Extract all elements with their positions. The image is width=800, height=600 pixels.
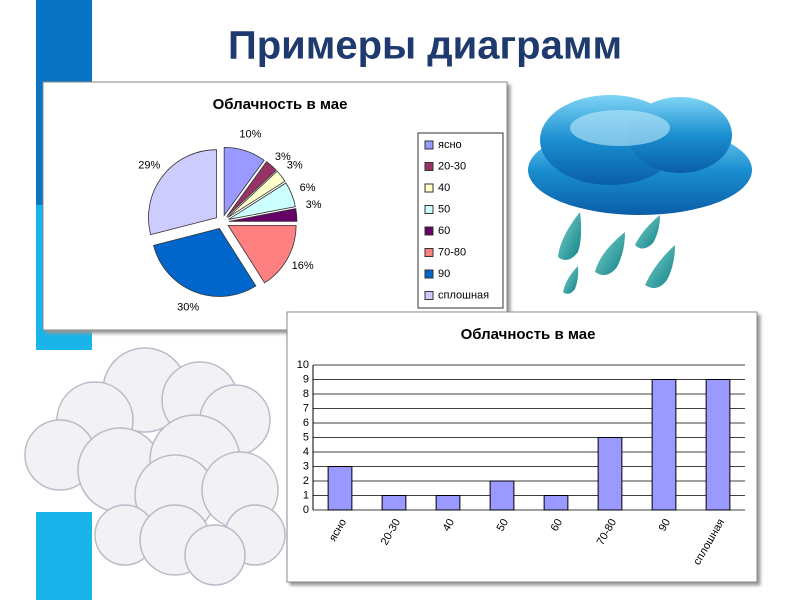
legend-swatch <box>424 248 434 257</box>
legend-swatch <box>424 291 434 300</box>
bar <box>705 379 731 511</box>
pie-slice <box>228 182 296 220</box>
x-tick-label: 50 <box>495 517 512 534</box>
legend-swatch <box>424 205 434 214</box>
bar <box>435 495 461 511</box>
legend-label: 60 <box>438 225 450 237</box>
data-label: 3% <box>275 151 291 163</box>
pie-slice <box>227 170 286 219</box>
data-label: 3% <box>306 199 322 211</box>
y-tick-label: 4 <box>303 446 309 458</box>
pie-slice <box>227 224 297 284</box>
pie-slice <box>228 208 298 222</box>
legend-label: 70-80 <box>438 246 466 258</box>
data-label: 16% <box>292 260 314 272</box>
legend-swatch <box>424 183 434 193</box>
bar <box>543 495 569 511</box>
bar <box>381 495 407 511</box>
pie-slice <box>223 146 265 217</box>
data-label: 30% <box>177 301 199 313</box>
white-cloud <box>24 347 286 586</box>
bar <box>327 466 353 511</box>
data-label: 6% <box>300 182 316 194</box>
y-tick-label: 6 <box>303 417 309 429</box>
pie-slice <box>148 149 217 236</box>
legend-label: ясно <box>438 139 462 151</box>
y-tick-label: 1 <box>303 489 309 501</box>
bar <box>651 379 677 511</box>
pie-slice <box>226 161 277 218</box>
legend-label: 20-30 <box>438 160 466 172</box>
slide-title: Примеры диаграмм <box>228 24 622 68</box>
bar <box>489 480 515 511</box>
y-tick-label: 7 <box>303 402 309 414</box>
y-tick-label: 0 <box>303 504 309 516</box>
legend-label: 40 <box>438 182 450 194</box>
chart-title: Облачность в мае <box>213 96 348 113</box>
y-tick-label: 5 <box>303 431 309 443</box>
legend-swatch <box>424 226 434 236</box>
y-tick-label: 3 <box>303 460 309 472</box>
legend-swatch <box>424 140 434 150</box>
x-tick-label: 40 <box>441 517 458 534</box>
data-label: 10% <box>239 128 261 140</box>
legend-box <box>417 132 504 309</box>
legend-label: 90 <box>438 268 450 280</box>
legend-swatch <box>424 269 434 279</box>
data-label: 29% <box>138 160 160 172</box>
y-tick-label: 2 <box>303 475 309 487</box>
chart-title: Облачность в мае <box>461 326 596 343</box>
bar-chart-frame <box>286 311 758 583</box>
rain-cloud <box>528 95 752 294</box>
legend-label: сплошная <box>438 289 489 301</box>
x-tick-label: 60 <box>549 517 566 534</box>
legend-swatch <box>424 162 434 171</box>
data-label: 3% <box>287 160 303 172</box>
x-tick-label: 90 <box>657 517 674 534</box>
legend-label: 50 <box>438 203 450 215</box>
stripe <box>36 512 92 600</box>
y-tick-label: 9 <box>303 373 309 385</box>
y-tick-label: 10 <box>297 359 309 371</box>
pie-slice <box>153 228 257 297</box>
y-tick-label: 8 <box>303 388 309 400</box>
bar <box>597 437 623 511</box>
